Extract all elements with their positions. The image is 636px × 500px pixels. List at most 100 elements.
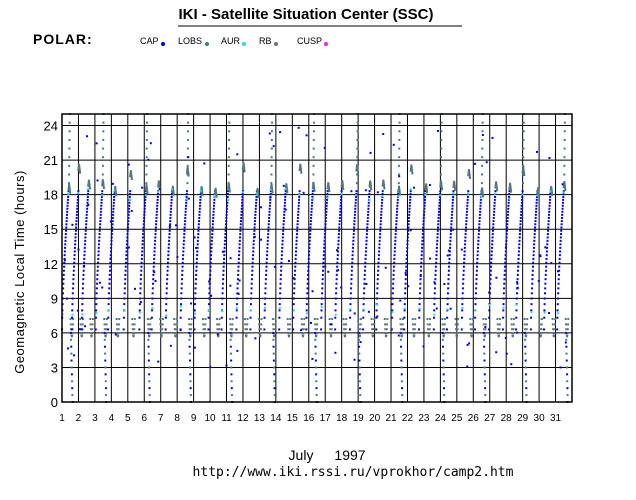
cap-point xyxy=(167,243,170,246)
lobs-point xyxy=(314,338,317,341)
cap-point xyxy=(181,261,184,264)
cap-point xyxy=(82,282,85,285)
rb-point xyxy=(453,186,456,189)
lobs-point xyxy=(273,380,276,383)
cap-point xyxy=(558,257,561,260)
cap-point xyxy=(81,309,84,312)
cap-point xyxy=(207,316,210,319)
cap-point xyxy=(478,223,481,226)
lobs-point xyxy=(103,318,106,321)
cap-point xyxy=(107,303,110,306)
cap-point xyxy=(83,261,86,264)
cap-point xyxy=(419,287,422,290)
lobs-point xyxy=(273,366,276,369)
cap-point xyxy=(236,297,239,300)
cap-point xyxy=(479,201,482,204)
lobs-point xyxy=(313,186,316,189)
rb-point xyxy=(158,183,161,186)
lobs-point xyxy=(565,352,568,355)
cap-point xyxy=(364,254,367,257)
cap-point xyxy=(322,261,325,264)
cap-point xyxy=(516,292,519,295)
cap-point xyxy=(213,198,216,201)
cap-point xyxy=(124,269,127,272)
cap-point xyxy=(155,213,158,216)
lobs-point xyxy=(356,138,359,141)
rb-point xyxy=(359,332,362,335)
cap-point xyxy=(335,278,338,281)
rb-point xyxy=(314,323,317,326)
cap-point xyxy=(534,220,537,223)
legend-label-cusp: CUSP xyxy=(297,36,322,46)
cap-point xyxy=(531,265,534,268)
cap-point xyxy=(421,246,424,249)
rb-point xyxy=(286,323,289,326)
cap-point xyxy=(478,213,481,216)
lobs-point xyxy=(312,130,315,133)
cap-point xyxy=(272,145,275,148)
cap-point xyxy=(287,259,290,262)
cap-point xyxy=(562,198,565,201)
rb-point xyxy=(214,187,217,190)
cap-point xyxy=(164,328,167,331)
cap-point xyxy=(168,229,171,232)
cap-point xyxy=(311,193,314,196)
cap-point xyxy=(85,220,88,223)
rb-point xyxy=(330,328,333,331)
cap-point xyxy=(421,243,424,246)
lobs-point xyxy=(272,338,275,341)
cap-point xyxy=(185,190,188,193)
cap-point xyxy=(506,220,509,223)
cap-point xyxy=(235,309,238,312)
cap-point xyxy=(364,189,367,192)
cap-point xyxy=(282,220,285,223)
lobs-point xyxy=(482,195,485,198)
cap-point xyxy=(127,246,130,249)
cap-point xyxy=(210,250,213,253)
cap-point xyxy=(438,195,441,198)
cap-point xyxy=(335,287,338,290)
lobs-point xyxy=(329,332,332,335)
cap-point xyxy=(211,223,214,226)
cap-point xyxy=(336,250,339,253)
cap-point xyxy=(340,198,343,201)
cap-point xyxy=(503,269,506,272)
cap-point xyxy=(165,282,168,285)
cap-point xyxy=(185,204,188,207)
aur-point xyxy=(269,188,272,191)
cap-point xyxy=(320,316,323,319)
cap-point xyxy=(293,287,296,290)
cap-point xyxy=(321,278,324,281)
cap-point xyxy=(354,198,357,201)
rb-point xyxy=(413,328,416,331)
cap-point xyxy=(490,265,493,268)
cap-point xyxy=(149,142,152,145)
rb-point xyxy=(299,163,302,166)
rb-point xyxy=(89,323,92,326)
cap-point xyxy=(515,297,518,300)
cap-point xyxy=(221,297,224,300)
cap-point xyxy=(295,233,298,236)
lobs-point xyxy=(563,147,566,150)
lobs-point xyxy=(439,185,442,188)
cap-point xyxy=(85,213,88,216)
cap-point xyxy=(76,201,79,204)
cap-point xyxy=(111,229,114,232)
cap-point xyxy=(179,309,182,312)
cap-point xyxy=(508,195,511,198)
cap-point xyxy=(545,250,548,253)
lobs-point xyxy=(442,352,445,355)
cap-point xyxy=(556,303,559,306)
lobs-point xyxy=(401,387,404,390)
rb-point xyxy=(425,189,428,192)
cap-point xyxy=(311,190,314,193)
rb-point xyxy=(175,318,178,321)
cap-point xyxy=(67,190,70,193)
lobs-point xyxy=(315,373,318,376)
cap-point xyxy=(558,254,561,257)
cap-point xyxy=(406,236,409,239)
lobs-point xyxy=(441,338,444,341)
rb-point xyxy=(273,332,276,335)
cap-point xyxy=(355,195,358,198)
cap-point xyxy=(561,183,564,186)
